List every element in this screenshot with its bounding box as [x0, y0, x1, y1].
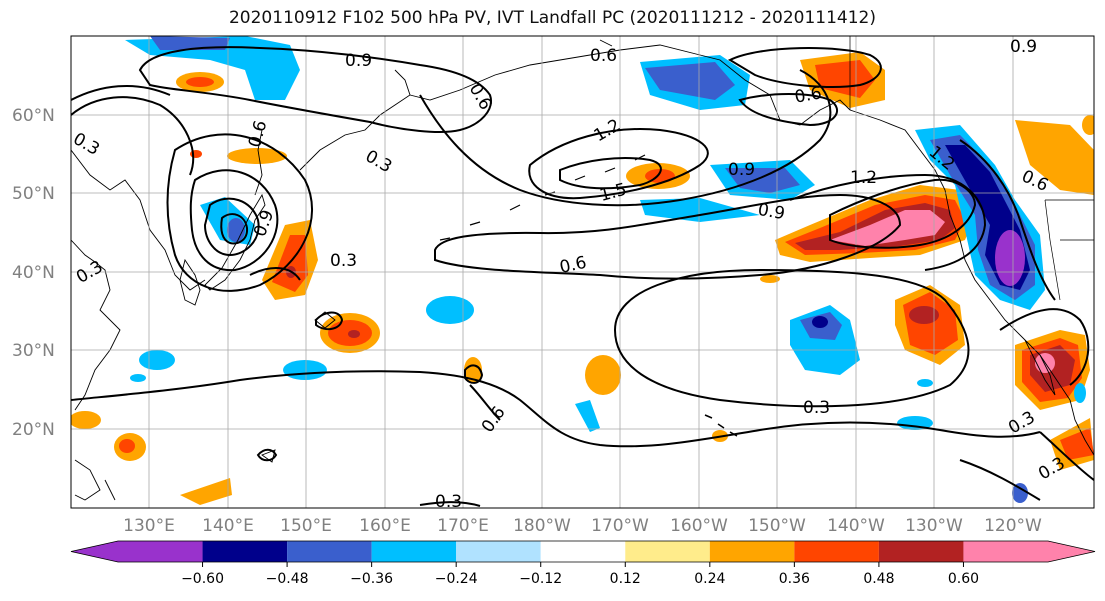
colorbar-swatch — [287, 541, 372, 562]
colorbar-swatches — [70, 540, 1096, 563]
colorbar: −0.60 −0.48 −0.36 −0.24 −0.12 0.12 0.24 0.36 0.4… — [70, 540, 1096, 587]
lat-label: 30°N — [12, 341, 55, 361]
colorbar-swatch — [709, 541, 795, 562]
contour-label: 0.3 — [803, 398, 830, 418]
lon-label: 140°E — [202, 516, 254, 536]
colorbar-tick-label: 0.36 — [779, 571, 810, 587]
lon-label: 180°W — [513, 516, 571, 536]
lon-label: 150°W — [748, 516, 806, 536]
contour-labels: 0.9 0.6 0.6 0.3 0.3 0.6 1.2 1.5 0.9 0.9 … — [71, 37, 1069, 512]
colorbar-swatch — [371, 541, 457, 562]
lon-label: 150°E — [280, 516, 332, 536]
colorbar-swatch — [540, 541, 626, 562]
lon-label: 130°E — [123, 516, 175, 536]
lat-label: 40°N — [12, 263, 55, 283]
colorbar-ticks: −0.60 −0.48 −0.36 −0.24 −0.12 0.12 0.24 0.36 0.4… — [181, 562, 979, 587]
colorbar-tick-label: 0.48 — [863, 571, 894, 587]
coastlines — [71, 36, 1094, 501]
colorbar-tick-label: 0.24 — [694, 571, 725, 587]
colorbar-swatch — [963, 541, 1095, 562]
lon-label: 140°W — [827, 516, 885, 536]
lon-label: 170°W — [591, 516, 649, 536]
contour-label: 0.6 — [793, 83, 823, 107]
contour-label: 0.3 — [330, 251, 357, 271]
map-frame — [70, 35, 1095, 509]
colorbar-frame — [70, 540, 1096, 563]
contour-label: 1.2 — [850, 168, 877, 188]
latitude-labels: 60°N 50°N 40°N 30°N 20°N — [12, 106, 55, 440]
contour-label: 0.6 — [590, 46, 617, 66]
colorbar-swatch — [878, 541, 964, 562]
colorbar-tick-label: −0.12 — [519, 571, 562, 587]
graticule — [71, 36, 1094, 508]
contour-label: 0.9 — [345, 51, 372, 71]
longitude-labels: 130°E 140°E 150°E 160°E 170°E 180°W 170°… — [123, 516, 1042, 536]
contour-label: 0.9 — [756, 200, 786, 224]
contour-label: 0.9 — [728, 160, 755, 180]
colorbar-swatch — [625, 541, 710, 562]
colorbar-tick-label: −0.36 — [350, 571, 393, 587]
contour-label: 0.9 — [1010, 37, 1037, 57]
map-title: 2020110912 F102 500 hPa PV, IVT Landfall… — [228, 8, 876, 28]
ivt-contours — [71, 46, 1094, 507]
colorbar-swatch — [71, 541, 203, 562]
colorbar-swatch — [456, 541, 541, 562]
lon-label: 160°W — [670, 516, 728, 536]
lat-label: 20°N — [12, 420, 55, 440]
colorbar-swatch — [202, 541, 288, 562]
lon-label: 120°W — [984, 516, 1042, 536]
colorbar-tick-label: 0.12 — [610, 571, 641, 587]
lon-label: 130°W — [905, 516, 963, 536]
map-plot-area: 0.9 0.6 0.6 0.3 0.3 0.6 1.2 1.5 0.9 0.9 … — [71, 36, 1094, 512]
lat-label: 50°N — [12, 184, 55, 204]
lat-label: 60°N — [12, 106, 55, 126]
colorbar-tick-label: −0.60 — [181, 571, 224, 587]
pv-shading — [71, 36, 1094, 505]
colorbar-tick-label: 0.60 — [948, 571, 979, 587]
lon-label: 160°E — [359, 516, 411, 536]
colorbar-swatch — [794, 541, 879, 562]
lon-label: 170°E — [437, 516, 489, 536]
colorbar-tick-label: −0.48 — [266, 571, 309, 587]
colorbar-tick-label: −0.24 — [435, 571, 478, 587]
contour-label: 0.3 — [435, 492, 462, 512]
